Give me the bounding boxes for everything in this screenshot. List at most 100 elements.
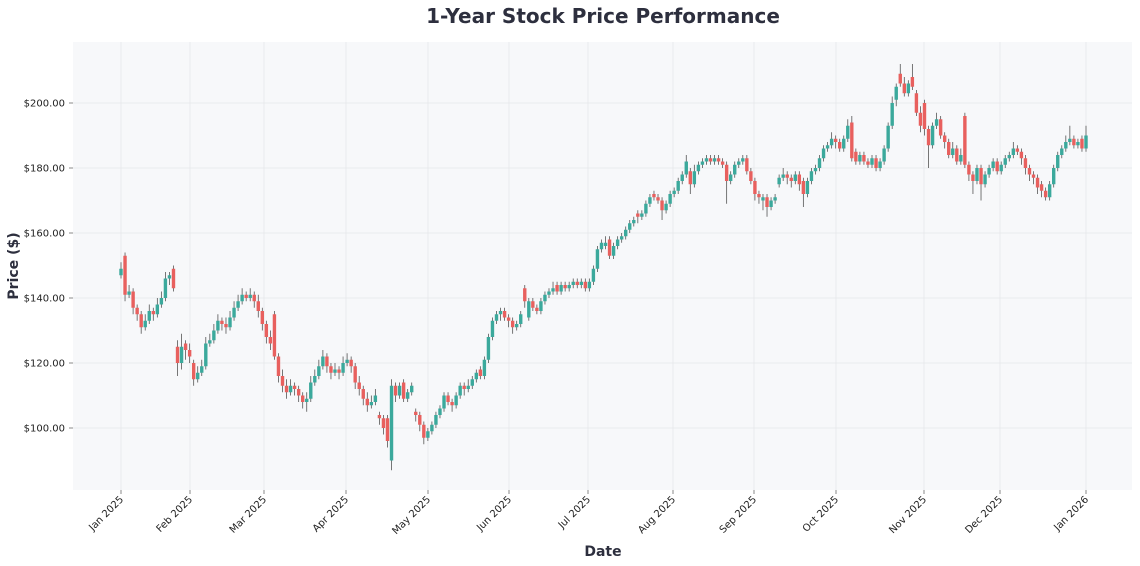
candle-up xyxy=(809,168,814,185)
candle-body xyxy=(224,324,228,328)
candle-body xyxy=(664,203,668,211)
candle-up xyxy=(813,164,818,175)
candle-down xyxy=(1035,174,1040,194)
candle-body xyxy=(450,402,454,406)
candle-up xyxy=(696,161,701,175)
candle-body xyxy=(838,142,842,149)
candle-body xyxy=(519,314,523,324)
candle-body xyxy=(135,307,139,315)
candle-body xyxy=(466,385,470,389)
candle-down xyxy=(418,411,422,432)
candle-body xyxy=(446,395,450,402)
candle-up xyxy=(539,298,543,315)
candle-body xyxy=(502,311,507,318)
candle-down xyxy=(361,385,365,406)
candle-down xyxy=(260,307,265,331)
candle-body xyxy=(825,145,830,149)
candle-up xyxy=(143,314,147,331)
candle-up xyxy=(179,333,184,370)
candle-body xyxy=(296,389,301,396)
candle-up xyxy=(777,174,781,188)
candle-body xyxy=(632,220,636,224)
candle-up xyxy=(712,155,717,165)
candle-body xyxy=(539,301,543,311)
candle-body xyxy=(660,200,664,211)
candle-body xyxy=(817,158,822,168)
candle-body xyxy=(942,135,947,142)
candle-down xyxy=(938,116,943,139)
candle-body xyxy=(478,369,483,376)
candle-body xyxy=(208,340,212,344)
candle-body xyxy=(284,385,289,393)
candle-down xyxy=(789,174,793,188)
candle-down xyxy=(462,382,466,396)
candle-up xyxy=(547,288,551,298)
candle-body xyxy=(547,291,551,295)
candle-down xyxy=(967,161,971,181)
candle-body xyxy=(821,148,826,159)
candle-body xyxy=(523,288,527,302)
candle-body xyxy=(688,171,693,185)
candle-up xyxy=(733,161,737,178)
candle-body xyxy=(676,181,680,191)
candle-down xyxy=(187,343,192,363)
candle-body xyxy=(171,268,176,289)
x-tick-label: Jun 2025 xyxy=(474,494,514,534)
candle-body xyxy=(264,324,269,337)
candle-up xyxy=(373,389,378,406)
candle-down xyxy=(753,177,757,201)
y-tick-label: $140.00 xyxy=(24,294,65,305)
candle-body xyxy=(490,320,495,337)
candle-up xyxy=(571,278,575,289)
candle-body xyxy=(922,103,927,129)
candle-up xyxy=(599,239,604,253)
candle-down xyxy=(329,363,333,380)
candle-down xyxy=(1031,171,1036,185)
candle-up xyxy=(829,132,834,149)
x-tick-label: Jan 2026 xyxy=(1051,494,1091,534)
candle-body xyxy=(377,415,382,419)
candle-body xyxy=(143,320,147,328)
candle-body xyxy=(151,311,156,315)
candle-body xyxy=(979,168,983,185)
candle-down xyxy=(979,164,983,201)
candle-body xyxy=(329,366,333,373)
candle-up xyxy=(1007,151,1011,162)
candle-body xyxy=(846,125,850,139)
candle-down xyxy=(131,288,135,315)
x-tick-label: Sep 2025 xyxy=(718,494,759,535)
candle-body xyxy=(543,294,547,302)
candle-body xyxy=(619,236,624,240)
candle-up xyxy=(514,320,519,331)
y-axis-label: Price ($) xyxy=(6,232,22,299)
candle-body xyxy=(765,197,769,207)
candle-up xyxy=(498,307,503,321)
candle-body xyxy=(393,385,398,396)
candle-body xyxy=(696,164,701,172)
candle-body xyxy=(938,119,943,136)
candle-body xyxy=(1068,138,1072,142)
candle-body xyxy=(1015,148,1020,152)
candle-down xyxy=(955,145,959,165)
y-tick-label: $120.00 xyxy=(24,359,65,370)
candle-up xyxy=(405,389,410,402)
candle-up xyxy=(482,356,487,380)
candle-body xyxy=(272,314,277,357)
candle-body xyxy=(385,418,390,441)
candle-down xyxy=(252,291,256,308)
candle-down xyxy=(191,359,196,386)
candle-up xyxy=(232,301,236,321)
candle-up xyxy=(930,122,935,149)
candle-down xyxy=(652,190,656,201)
candle-body xyxy=(1047,184,1052,198)
candle-body xyxy=(829,138,834,146)
candle-body xyxy=(801,181,806,194)
candle-up xyxy=(894,83,898,107)
candle-body xyxy=(624,229,628,237)
candle-body xyxy=(906,83,911,94)
candle-down xyxy=(446,392,450,406)
candle-body xyxy=(777,177,781,185)
candle-body xyxy=(926,129,931,146)
candle-up xyxy=(761,194,765,211)
candle-up xyxy=(216,314,220,334)
